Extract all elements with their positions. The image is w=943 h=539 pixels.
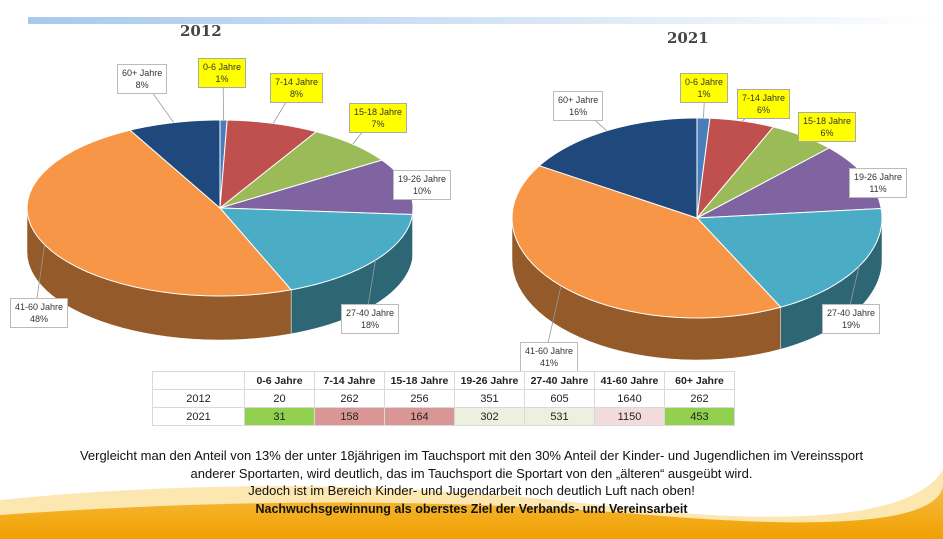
data-label: 41-60 Jahre 48% bbox=[10, 298, 69, 328]
label-category: 19-26 Jahre bbox=[854, 172, 903, 182]
label-category: 7-14 Jahre bbox=[742, 93, 786, 103]
table-cell: 302 bbox=[454, 407, 525, 426]
table-cell: 1150 bbox=[594, 407, 665, 426]
data-label: 19-26 Jahre 11% bbox=[849, 168, 908, 198]
label-percent: 6% bbox=[757, 105, 771, 115]
data-label: 27-40 Jahre 18% bbox=[341, 304, 400, 334]
data-label: 41-60 Jahre 41% bbox=[520, 342, 579, 372]
summary-text: Vergleicht man den Anteil von 13% der un… bbox=[0, 447, 943, 518]
summary-line-4: Nachwuchsgewinnung als oberstes Ziel der… bbox=[255, 501, 688, 516]
label-percent: 11% bbox=[869, 184, 887, 194]
chart-title-2021: 2021 bbox=[667, 29, 709, 47]
label-percent: 10% bbox=[413, 186, 432, 196]
data-label: 15-18 Jahre 6% bbox=[798, 112, 857, 142]
data-label: 27-40 Jahre 19% bbox=[822, 304, 881, 334]
label-percent: 18% bbox=[361, 320, 380, 330]
table-cell: 31 bbox=[244, 407, 315, 426]
data-label: 7-14 Jahre 6% bbox=[737, 89, 791, 119]
summary-line-3: Jedoch ist im Bereich Kinder- und Jugend… bbox=[248, 483, 695, 498]
label-percent: 41% bbox=[540, 358, 559, 368]
label-category: 41-60 Jahre bbox=[525, 346, 574, 356]
data-label: 15-18 Jahre 7% bbox=[349, 103, 408, 133]
label-category: 15-18 Jahre bbox=[354, 107, 403, 117]
table-header: 27-40 Jahre bbox=[524, 371, 595, 390]
summary-line-2: anderer Sportarten, wird deutlich, das i… bbox=[190, 465, 753, 481]
table-header: 60+ Jahre bbox=[664, 371, 735, 390]
chart-title-2012: 2012 bbox=[180, 22, 222, 40]
table-cell: 531 bbox=[524, 407, 595, 426]
label-category: 0-6 Jahre bbox=[685, 77, 724, 87]
table-header bbox=[152, 371, 245, 390]
label-percent: 16% bbox=[569, 107, 588, 117]
label-category: 60+ Jahre bbox=[122, 68, 163, 78]
label-category: 7-14 Jahre bbox=[275, 77, 319, 87]
label-category: 0-6 Jahre bbox=[203, 62, 242, 72]
data-label: 7-14 Jahre 8% bbox=[270, 73, 324, 103]
data-label: 0-6 Jahre 1% bbox=[198, 58, 247, 88]
label-percent: 7% bbox=[371, 119, 385, 129]
data-label: 0-6 Jahre 1% bbox=[680, 73, 729, 103]
summary-line-1: Vergleicht man den Anteil von 13% der un… bbox=[79, 448, 864, 463]
label-category: 15-18 Jahre bbox=[803, 116, 852, 126]
table-cell: 262 bbox=[664, 389, 735, 408]
data-label: 60+ Jahre 8% bbox=[117, 64, 168, 94]
table-cell: 20 bbox=[244, 389, 315, 408]
label-percent: 6% bbox=[820, 128, 834, 138]
top-accent-bar bbox=[28, 17, 943, 24]
data-table: 0-6 Jahre 7-14 Jahre 15-18 Jahre 19-26 Jahr… bbox=[152, 371, 735, 426]
table-cell: 164 bbox=[384, 407, 455, 426]
table-cell: 351 bbox=[454, 389, 525, 408]
table-cell: 453 bbox=[664, 407, 735, 426]
label-percent: 8% bbox=[135, 80, 149, 90]
label-percent: 1% bbox=[215, 74, 229, 84]
table-header: 0-6 Jahre bbox=[244, 371, 315, 390]
table-cell: 158 bbox=[314, 407, 385, 426]
table-row-label: 2021 bbox=[152, 407, 245, 426]
table-header: 7-14 Jahre bbox=[314, 371, 385, 390]
label-percent: 8% bbox=[290, 89, 304, 99]
data-label: 60+ Jahre 16% bbox=[553, 91, 604, 121]
table-header: 19-26 Jahre bbox=[454, 371, 525, 390]
label-category: 60+ Jahre bbox=[558, 95, 599, 105]
label-category: 27-40 Jahre bbox=[346, 308, 395, 318]
label-category: 41-60 Jahre bbox=[15, 302, 64, 312]
label-percent: 1% bbox=[697, 89, 711, 99]
label-category: 19-26 Jahre bbox=[398, 174, 447, 184]
label-category: 27-40 Jahre bbox=[827, 308, 876, 318]
pie-slice-27-40-Jahre bbox=[218, 207, 414, 291]
table-header: 41-60 Jahre bbox=[594, 371, 665, 390]
data-label: 19-26 Jahre 10% bbox=[393, 170, 452, 200]
pie-slice-60-Jahre bbox=[538, 117, 698, 219]
label-percent: 48% bbox=[30, 314, 49, 324]
pie-slice-27-40-Jahre bbox=[695, 207, 883, 308]
table-cell: 262 bbox=[314, 389, 385, 408]
table-cell: 605 bbox=[524, 389, 595, 408]
table-row-label: 2012 bbox=[152, 389, 245, 408]
label-percent: 19% bbox=[842, 320, 861, 330]
table-cell: 1640 bbox=[594, 389, 665, 408]
pie-slice-60-Jahre bbox=[128, 119, 221, 210]
table-header: 15-18 Jahre bbox=[384, 371, 455, 390]
table-cell: 256 bbox=[384, 389, 455, 408]
